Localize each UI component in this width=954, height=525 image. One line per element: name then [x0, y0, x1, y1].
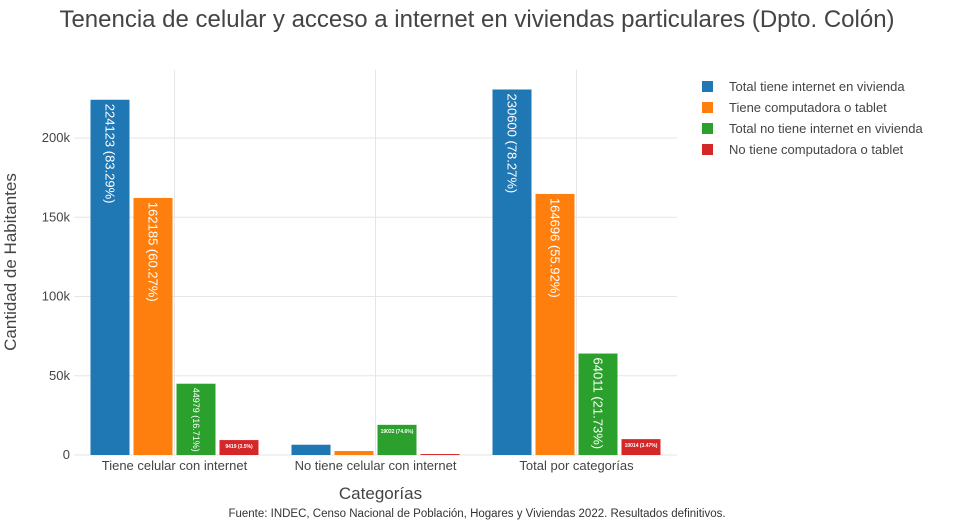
bar-data-label: 64011 (21.73%) — [591, 358, 606, 450]
legend-swatch — [702, 81, 713, 92]
bar[interactable] — [578, 353, 618, 455]
bar-data-label: 230600 (78.27%) — [505, 93, 520, 193]
legend-label: Total tiene internet en vivienda — [729, 79, 905, 94]
bar[interactable] — [90, 99, 130, 455]
labels-layer: 224123 (83.29%) 230600 (78.27%) 162185 (60… — [103, 93, 658, 451]
legend-swatch — [702, 144, 713, 155]
bar-data-label: 162185 (60.27%) — [146, 202, 161, 302]
chart-title: Tenencia de celular y acceso a internet … — [59, 6, 895, 33]
bar[interactable] — [219, 440, 259, 455]
x-tick-label: Total por categorías — [519, 458, 634, 473]
legend-label: Tiene computadora o tablet — [729, 100, 887, 115]
bar[interactable] — [334, 451, 374, 455]
y-tick-label: 200k — [42, 130, 71, 145]
x-tick-label: Tiene celular con internet — [102, 458, 248, 473]
y-tick-label: 150k — [42, 209, 71, 224]
bar-data-label: 10014 (3.47%) — [625, 443, 658, 449]
y-axis-label: Cantidad de Habitantes — [1, 173, 20, 351]
legend-item[interactable]: No tiene computadora o tablet — [702, 139, 923, 160]
legend-item[interactable]: Total no tiene internet en vivienda — [702, 118, 923, 139]
y-tick-label: 100k — [42, 289, 71, 304]
bar-data-label: 9419 (3.5%) — [225, 444, 253, 450]
legend-swatch — [702, 102, 713, 113]
bars-layer — [90, 89, 661, 456]
legend-label: No tiene computadora o tablet — [729, 142, 904, 157]
axis-layer: 0 50k 100k 150k 200k Tiene celular con intern… — [42, 130, 634, 473]
legend-swatch — [702, 123, 713, 134]
legend-label: Total no tiene internet en vivienda — [729, 121, 923, 136]
bar[interactable] — [176, 383, 216, 455]
y-tick-label: 50k — [49, 368, 70, 383]
bar-data-label: 164696 (55.92%) — [548, 198, 563, 298]
bar[interactable] — [492, 89, 532, 456]
bar[interactable] — [377, 424, 417, 455]
bar[interactable] — [291, 444, 331, 455]
bar-data-label: 44979 (16.71%) — [191, 388, 201, 452]
legend-item[interactable]: Tiene computadora o tablet — [702, 97, 923, 118]
y-tick-label: 0 — [63, 447, 70, 462]
grid-layer — [74, 70, 677, 456]
source-note: Fuente: INDEC, Censo Nacional de Poblaci… — [228, 508, 726, 520]
bar[interactable] — [133, 197, 173, 455]
x-tick-label: No tiene celular con internet — [295, 458, 457, 473]
bar-data-label: 19032 (74.6%) — [381, 429, 414, 435]
bar[interactable] — [420, 454, 460, 455]
legend: Total tiene internet en vivienda Tiene co… — [702, 76, 923, 160]
x-axis-label: Categorías — [338, 484, 423, 503]
bar-data-label: 224123 (83.29%) — [103, 104, 118, 204]
bar[interactable] — [621, 439, 661, 455]
legend-item[interactable]: Total tiene internet en vivienda — [702, 76, 923, 97]
bar[interactable] — [535, 193, 575, 455]
